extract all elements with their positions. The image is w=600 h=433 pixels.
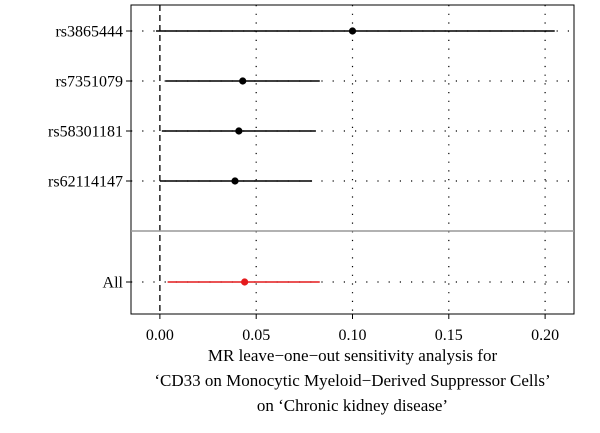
snp-estimate-point — [348, 27, 357, 35]
x-tick-labels: 0.00 0.05 0.10 0.15 0.20 — [146, 314, 559, 344]
snp-estimate-point — [231, 177, 239, 185]
snp-estimate-point — [235, 127, 243, 135]
y-tick-label: rs7351079 — [55, 74, 123, 91]
plot-panel — [130, 4, 575, 315]
x-tick-label: 0.15 — [435, 327, 463, 344]
x-axis-label-line: on ‘Chronic kidney disease’ — [257, 396, 448, 415]
overall-estimate-point — [241, 278, 249, 286]
x-axis-label-line: MR leave−one−out sensitivity analysis fo… — [208, 346, 498, 365]
x-tick-label: 0.00 — [146, 327, 174, 344]
y-tick-label: rs62114147 — [48, 174, 123, 191]
y-tick-label: rs3865444 — [55, 24, 123, 41]
x-tick-label: 0.10 — [339, 327, 367, 344]
x-axis-label-line: ‘CD33 on Monocytic Myeloid−Derived Suppr… — [154, 371, 550, 390]
y-tick-labels: rs3865444 rs7351079 rs58301181 rs62114147 Al… — [48, 24, 131, 292]
x-tick-label: 0.20 — [531, 327, 559, 344]
snp-estimate-point — [239, 77, 247, 85]
marks — [156, 27, 555, 286]
y-tick-label: rs58301181 — [48, 124, 123, 141]
y-tick-label: All — [103, 275, 124, 292]
x-tick-label: 0.05 — [242, 327, 270, 344]
x-axis-label: MR leave−one−out sensitivity analysis fo… — [154, 346, 550, 415]
